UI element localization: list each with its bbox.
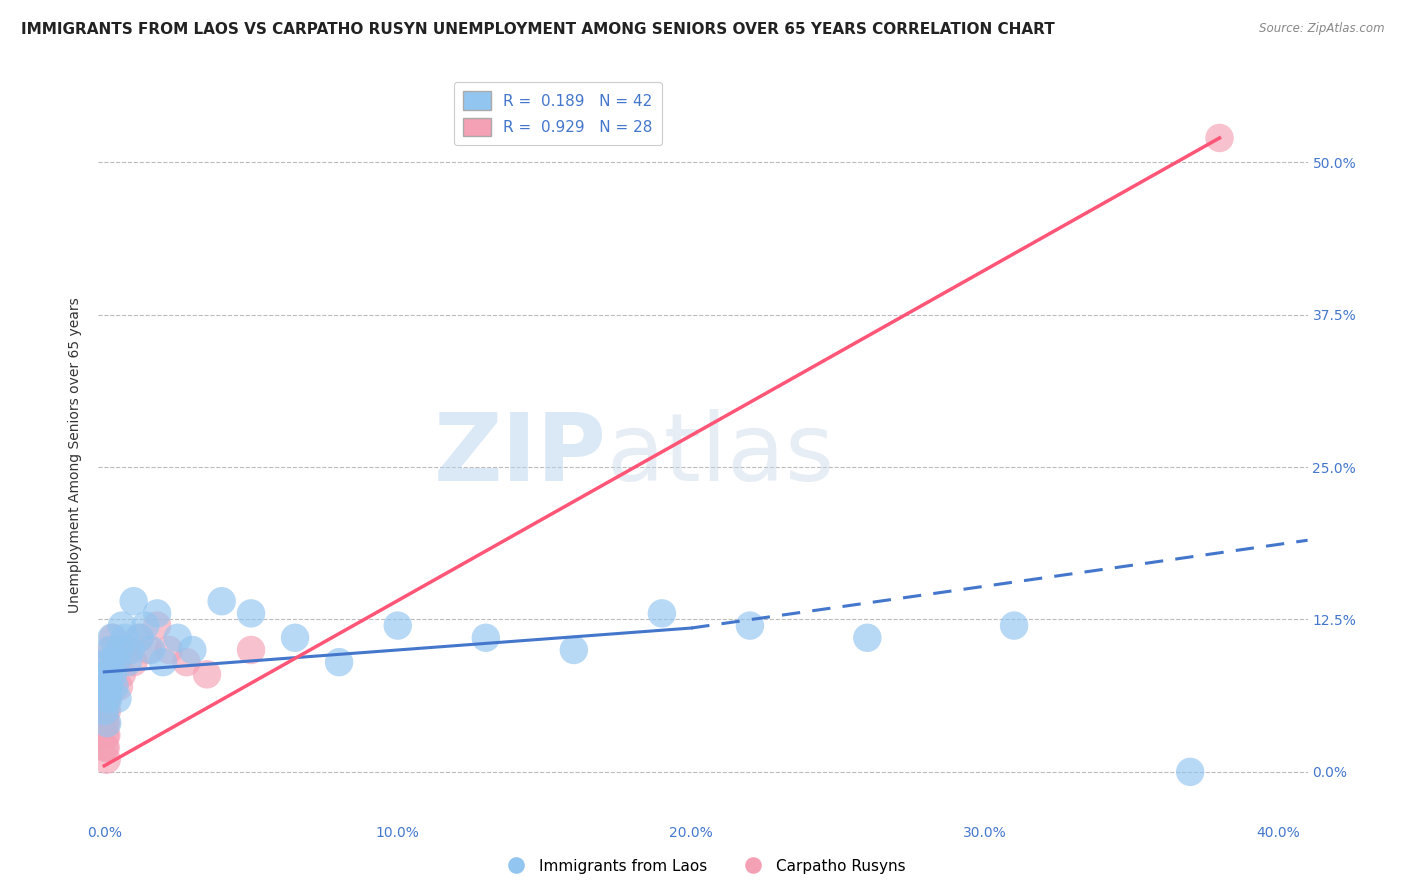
Point	[117, 655, 139, 669]
Point	[152, 655, 174, 669]
Point	[240, 607, 263, 621]
Point	[107, 691, 129, 706]
Point	[108, 680, 131, 694]
Point	[195, 667, 218, 681]
Point	[1002, 618, 1025, 632]
Point	[96, 716, 118, 731]
Point	[562, 643, 585, 657]
Point	[122, 594, 145, 608]
Point	[97, 680, 120, 694]
Point	[94, 691, 117, 706]
Text: Source: ZipAtlas.com: Source: ZipAtlas.com	[1260, 22, 1385, 36]
Point	[100, 655, 122, 669]
Point	[1180, 764, 1202, 779]
Point	[114, 631, 136, 645]
Y-axis label: Unemployment Among Seniors over 65 years: Unemployment Among Seniors over 65 years	[69, 297, 83, 613]
Point	[134, 618, 156, 632]
Point	[128, 631, 150, 645]
Point	[97, 680, 120, 694]
Point	[96, 704, 118, 718]
Point	[1208, 131, 1230, 145]
Point	[94, 716, 117, 731]
Point	[176, 655, 198, 669]
Point	[136, 643, 159, 657]
Point	[120, 643, 142, 657]
Point	[387, 618, 409, 632]
Legend: Immigrants from Laos, Carpatho Rusyns: Immigrants from Laos, Carpatho Rusyns	[495, 853, 911, 880]
Point	[96, 667, 118, 681]
Point	[98, 643, 121, 657]
Point	[328, 655, 350, 669]
Point	[146, 618, 169, 632]
Point	[166, 631, 188, 645]
Point	[117, 643, 139, 657]
Point	[94, 704, 117, 718]
Text: IMMIGRANTS FROM LAOS VS CARPATHO RUSYN UNEMPLOYMENT AMONG SENIORS OVER 65 YEARS : IMMIGRANTS FROM LAOS VS CARPATHO RUSYN U…	[21, 22, 1054, 37]
Point	[96, 753, 118, 767]
Point	[98, 680, 121, 694]
Point	[108, 643, 131, 657]
Point	[94, 704, 117, 718]
Point	[738, 618, 761, 632]
Point	[103, 680, 125, 694]
Point	[100, 643, 122, 657]
Point	[111, 667, 134, 681]
Point	[97, 691, 120, 706]
Point	[157, 643, 180, 657]
Point	[141, 643, 163, 657]
Point	[98, 655, 121, 669]
Point	[105, 655, 128, 669]
Point	[97, 667, 120, 681]
Point	[111, 618, 134, 632]
Point	[94, 716, 117, 731]
Text: ZIP: ZIP	[433, 409, 606, 501]
Point	[93, 740, 115, 755]
Point	[101, 667, 124, 681]
Point	[96, 655, 118, 669]
Point	[211, 594, 233, 608]
Point	[284, 631, 307, 645]
Point	[100, 631, 122, 645]
Point	[128, 631, 150, 645]
Point	[96, 691, 118, 706]
Point	[94, 740, 117, 755]
Point	[101, 631, 124, 645]
Point	[105, 655, 128, 669]
Point	[94, 680, 117, 694]
Legend: R =  0.189   N = 42, R =  0.929   N = 28: R = 0.189 N = 42, R = 0.929 N = 28	[454, 82, 662, 145]
Text: atlas: atlas	[606, 409, 835, 501]
Point	[146, 607, 169, 621]
Point	[122, 655, 145, 669]
Point	[651, 607, 673, 621]
Point	[475, 631, 498, 645]
Point	[96, 728, 118, 742]
Point	[181, 643, 204, 657]
Point	[856, 631, 879, 645]
Point	[94, 728, 117, 742]
Point	[240, 643, 263, 657]
Point	[98, 667, 121, 681]
